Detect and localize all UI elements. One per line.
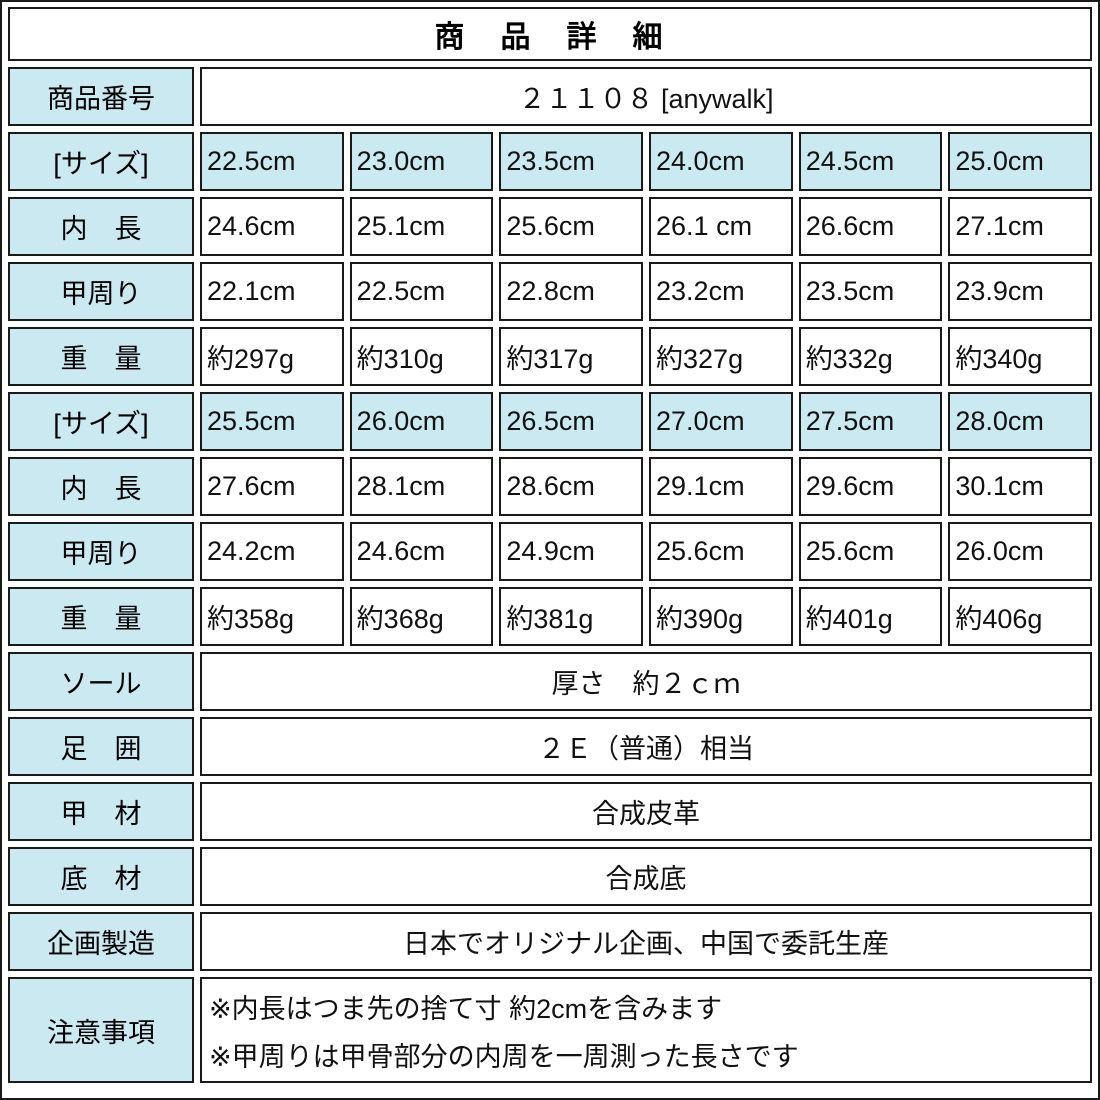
size-cell: 24.5cm (798, 132, 943, 191)
row-header-size: [サイズ] (8, 392, 194, 451)
sole-row: ソール 厚さ 約２ｃｍ (8, 652, 1092, 711)
row-header-manufacturing: 企画製造 (8, 912, 194, 971)
row-header-upper-material: 甲 材 (8, 782, 194, 841)
weight-row-1: 重 量 約297g 約310g 約317g 約327g 約332g 約340g (8, 327, 1093, 386)
weight-cell: 約406g (948, 587, 1093, 646)
weight-cell: 約390g (649, 587, 793, 646)
weight-cell: 約317g (499, 327, 644, 386)
weight-cell: 約381g (499, 587, 644, 646)
row-header-sole-material: 底 材 (8, 847, 194, 906)
row-header-instep-girth: 甲周り (8, 262, 194, 321)
manufacturing-value: 日本でオリジナル企画、中国で委託生産 (200, 912, 1092, 971)
instep-girth-cell: 23.5cm (798, 262, 943, 321)
row-header-inner-length: 内 長 (8, 457, 194, 516)
foot-width-row: 足 囲 ２Ｅ（普通）相当 (8, 717, 1092, 776)
size-cell: 26.5cm (499, 392, 644, 451)
size-row-1: [サイズ] 22.5cm 23.0cm 23.5cm 24.0cm 24.5cm… (8, 132, 1093, 191)
instep-girth-cell: 22.5cm (349, 262, 494, 321)
instep-girth-cell: 22.8cm (499, 262, 644, 321)
size-cell: 23.5cm (499, 132, 644, 191)
row-header-inner-length: 内 長 (8, 197, 194, 256)
sole-material-row: 底 材 合成底 (8, 847, 1092, 906)
product-number-value: ２１１０８ [anywalk] (200, 67, 1092, 126)
size-cell: 27.5cm (798, 392, 943, 451)
instep-girth-row-1: 甲周り 22.1cm 22.5cm 22.8cm 23.2cm 23.5cm 2… (8, 262, 1093, 321)
sole-material-value: 合成底 (200, 847, 1092, 906)
weight-cell: 約358g (200, 587, 344, 646)
upper-material-row: 甲 材 合成皮革 (8, 782, 1092, 841)
size-cell: 26.0cm (349, 392, 494, 451)
row-header-sole: ソール (8, 652, 194, 711)
weight-row-2: 重 量 約358g 約368g 約381g 約390g 約401g 約406g (8, 587, 1093, 646)
notes-row: 注意事項 ※内長はつま先の捨て寸 約2cmを含みます ※甲周りは甲骨部分の内周を… (8, 977, 1092, 1083)
size-row-2: [サイズ] 25.5cm 26.0cm 26.5cm 27.0cm 27.5cm… (8, 392, 1093, 451)
row-header-size: [サイズ] (8, 132, 194, 191)
row-header-product-number: 商品番号 (8, 67, 194, 126)
note-line: ※内長はつま先の捨て寸 約2cmを含みます (209, 993, 723, 1024)
sole-value: 厚さ 約２ｃｍ (200, 652, 1092, 711)
weight-cell: 約327g (649, 327, 793, 386)
inner-length-cell: 29.1cm (649, 457, 793, 516)
size-cell: 22.5cm (200, 132, 344, 191)
size-cell: 25.5cm (200, 392, 344, 451)
inner-length-cell: 26.6cm (798, 197, 943, 256)
row-header-instep-girth: 甲周り (8, 522, 194, 581)
instep-girth-row-2: 甲周り 24.2cm 24.6cm 24.9cm 25.6cm 25.6cm 2… (8, 522, 1093, 581)
inner-length-cell: 28.6cm (499, 457, 644, 516)
instep-girth-cell: 23.9cm (948, 262, 1093, 321)
size-cell: 25.0cm (948, 132, 1093, 191)
upper-material-value: 合成皮革 (200, 782, 1092, 841)
instep-girth-cell: 26.0cm (948, 522, 1093, 581)
inner-length-cell: 25.1cm (349, 197, 494, 256)
inner-length-row-1: 内 長 24.6cm 25.1cm 25.6cm 26.1 cm 26.6cm … (8, 197, 1093, 256)
title-row: 商 品 詳 細 (8, 7, 1092, 61)
instep-girth-cell: 22.1cm (200, 262, 344, 321)
row-header-notes: 注意事項 (8, 977, 194, 1083)
instep-girth-cell: 25.6cm (798, 522, 943, 581)
weight-cell: 約368g (349, 587, 494, 646)
inner-length-cell: 27.6cm (200, 457, 344, 516)
row-header-weight: 重 量 (8, 587, 194, 646)
foot-width-value: ２Ｅ（普通）相当 (200, 717, 1092, 776)
notes-value: ※内長はつま先の捨て寸 約2cmを含みます ※甲周りは甲骨部分の内周を一周測った… (200, 977, 1092, 1083)
inner-length-row-2: 内 長 27.6cm 28.1cm 28.6cm 29.1cm 29.6cm 3… (8, 457, 1093, 516)
inner-length-cell: 25.6cm (499, 197, 644, 256)
inner-length-cell: 24.6cm (200, 197, 344, 256)
page-title: 商 品 詳 細 (8, 7, 1092, 61)
weight-cell: 約401g (798, 587, 943, 646)
weight-cell: 約332g (798, 327, 943, 386)
product-number-row: 商品番号 ２１１０８ [anywalk] (8, 67, 1092, 126)
note-line: ※甲周りは甲骨部分の内周を一周測った長さです (209, 1041, 799, 1072)
instep-girth-cell: 24.9cm (499, 522, 644, 581)
size-cell: 28.0cm (948, 392, 1093, 451)
size-cell: 27.0cm (649, 392, 793, 451)
inner-length-cell: 28.1cm (349, 457, 494, 516)
size-cell: 23.0cm (349, 132, 494, 191)
size-cell: 24.0cm (649, 132, 793, 191)
instep-girth-cell: 24.6cm (349, 522, 494, 581)
weight-cell: 約297g (200, 327, 344, 386)
inner-length-cell: 30.1cm (948, 457, 1093, 516)
weight-cell: 約340g (948, 327, 1093, 386)
instep-girth-cell: 24.2cm (200, 522, 344, 581)
row-header-foot-width: 足 囲 (8, 717, 194, 776)
inner-length-cell: 27.1cm (948, 197, 1093, 256)
inner-length-cell: 29.6cm (798, 457, 943, 516)
instep-girth-cell: 25.6cm (649, 522, 793, 581)
row-header-weight: 重 量 (8, 327, 194, 386)
inner-length-cell: 26.1 cm (649, 197, 793, 256)
manufacturing-row: 企画製造 日本でオリジナル企画、中国で委託生産 (8, 912, 1092, 971)
weight-cell: 約310g (349, 327, 494, 386)
instep-girth-cell: 23.2cm (649, 262, 793, 321)
